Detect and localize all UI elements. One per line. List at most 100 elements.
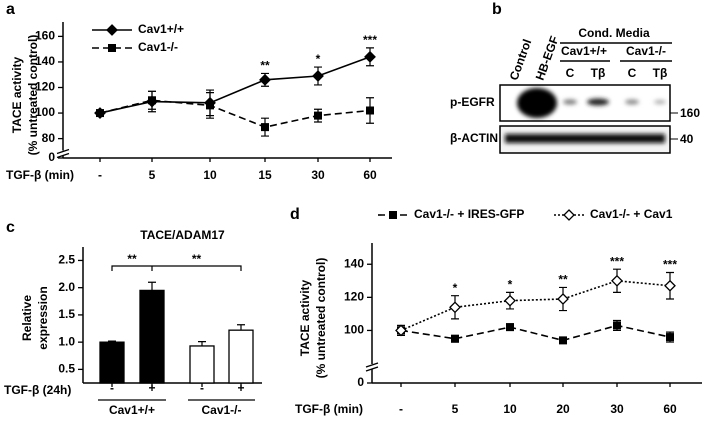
- group-label: Cav1-/-: [626, 44, 666, 58]
- x-tick-label: 5: [149, 168, 156, 182]
- axis-break: [365, 362, 379, 368]
- legend-label: Cav1-/- + Cav1: [590, 207, 673, 221]
- bands: [505, 88, 666, 143]
- group-label: Cav1+/+: [109, 403, 155, 417]
- significance: **: [260, 59, 270, 73]
- blot: Control HB-EGF Cond. Media Cav1+/+ Cav1-…: [450, 26, 700, 154]
- x-tick-label: 30: [610, 402, 624, 416]
- legend-label: Cav1+/+: [138, 22, 184, 36]
- group-label: Cav1-/-: [201, 403, 241, 417]
- marker: [506, 323, 514, 332]
- y-axis-label: Relative: [20, 295, 34, 341]
- marker: [314, 111, 322, 120]
- axis-break: [57, 150, 69, 156]
- y-tick-label: 0: [48, 150, 55, 164]
- series-line: [400, 279, 671, 332]
- y-axis-label: TACE activity: [10, 56, 24, 133]
- y-tick-label: 0: [357, 375, 364, 389]
- significance: **: [127, 252, 137, 266]
- marker: [389, 211, 397, 219]
- treatment-label: C: [628, 66, 637, 80]
- group-label: Cav1+/+: [561, 44, 607, 58]
- bar: [189, 345, 215, 384]
- x-tick-label: -: [110, 381, 114, 395]
- y-tick-label: 1.5: [58, 307, 75, 321]
- marker-label: 40: [680, 132, 694, 146]
- treatment-label: Tβ: [653, 66, 668, 80]
- marker: [261, 123, 269, 132]
- y-axis-label: (% untreated control): [314, 258, 328, 379]
- blot-header: Cond. Media: [578, 26, 650, 40]
- series-line: [99, 99, 371, 128]
- axis-break: [365, 366, 379, 372]
- marker: [312, 70, 324, 82]
- lane-label: HB-EGF: [533, 34, 562, 82]
- y-tick-label: 160: [35, 29, 55, 43]
- significance: ***: [363, 33, 377, 47]
- marker: [259, 73, 271, 86]
- marker-label: 160: [680, 106, 700, 120]
- error-bar: [198, 341, 206, 346]
- panel-label: b: [492, 1, 502, 18]
- axis-break: [366, 364, 378, 369]
- x-tick-label: 15: [258, 168, 272, 182]
- marker: [563, 209, 575, 221]
- bracket: [111, 265, 242, 271]
- marker: [366, 106, 374, 115]
- marker: [611, 274, 623, 287]
- y-axis-label: expression: [36, 286, 50, 349]
- marker: [504, 294, 516, 307]
- y-tick-label: 120: [344, 290, 364, 304]
- y-tick-label: 100: [344, 323, 364, 337]
- significance: ***: [610, 254, 624, 268]
- y-tick-label: 2.0: [58, 280, 75, 294]
- marker: [206, 101, 214, 110]
- treatment-label: C: [566, 66, 575, 80]
- marker: [395, 324, 407, 337]
- bar: [139, 289, 165, 384]
- axis-break: [56, 148, 70, 155]
- bar: [228, 329, 254, 384]
- marker: [148, 96, 156, 105]
- legend-label: Cav1-/-: [138, 40, 178, 54]
- y-tick-label: 140: [35, 54, 55, 68]
- y-axis-label: (% untreated control): [26, 35, 40, 156]
- row-label: β-ACTIN: [450, 131, 498, 145]
- marker: [108, 44, 116, 52]
- error-bar: [237, 324, 245, 331]
- x-tick-label: 60: [663, 402, 677, 416]
- significance: *: [316, 52, 321, 66]
- panel-label: c: [6, 219, 15, 236]
- x-tick-label: 10: [203, 168, 217, 182]
- error-bar: [148, 281, 156, 291]
- marker: [96, 109, 104, 118]
- y-tick-label: 120: [35, 80, 55, 94]
- x-tick-label: 30: [311, 168, 325, 182]
- x-tick-label: 20: [556, 402, 570, 416]
- x-tick-label: +: [237, 381, 244, 395]
- y-axis-label: TACE activity: [298, 279, 312, 356]
- marker: [559, 336, 567, 345]
- x-tick-label: 60: [363, 168, 377, 182]
- marker: [666, 333, 674, 342]
- series-line: [400, 324, 671, 342]
- y-tick-label: 80: [42, 131, 56, 145]
- x-tick-label: -: [200, 381, 204, 395]
- x-tick-label: 10: [503, 402, 517, 416]
- error-bar: [108, 340, 116, 343]
- x-tick-label: -: [98, 168, 102, 182]
- marker: [451, 334, 459, 343]
- x-tick-label: 5: [452, 402, 459, 416]
- marker: [557, 293, 569, 305]
- y-tick-label: 1.0: [58, 334, 75, 348]
- marker: [613, 321, 621, 330]
- y-tick-label: 0.5: [58, 362, 75, 376]
- series-line: [99, 56, 371, 114]
- x-axis-label: TGF-β (min): [6, 168, 74, 182]
- y-tick-label: 2.5: [58, 253, 75, 267]
- treatment-label: Tβ: [591, 66, 606, 80]
- y-tick-label: 100: [35, 105, 55, 119]
- panel-label: a: [6, 1, 15, 18]
- x-axis-label: TGF-β (24h): [4, 383, 71, 397]
